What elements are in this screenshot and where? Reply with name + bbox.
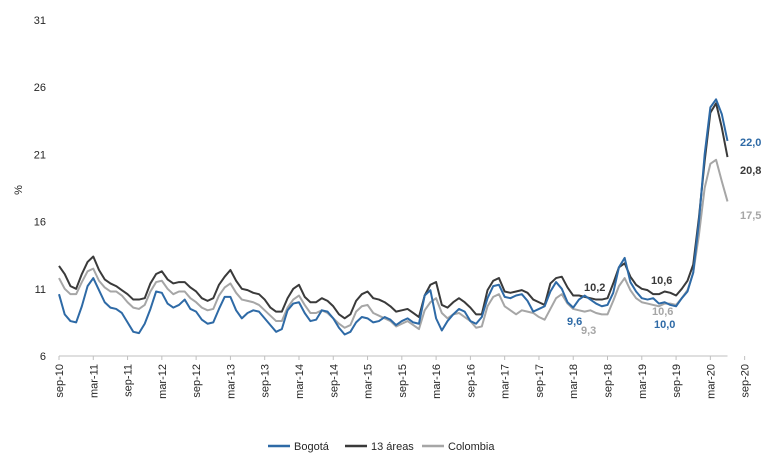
x-tick-label: mar-19: [637, 364, 649, 399]
y-axis-label: %: [13, 185, 25, 195]
annotation-label: 10,6: [651, 275, 672, 287]
legend-label: Bogotá: [294, 441, 330, 453]
x-tick-label: sep-17: [534, 364, 546, 398]
annotation-label: 9,3: [581, 325, 596, 337]
legend: Bogotá 13 áreas Colombia: [268, 441, 495, 453]
x-tick-label: sep-15: [397, 364, 409, 398]
annotation-label: 10,2: [584, 282, 605, 294]
annotation-label: 10,6: [652, 306, 673, 318]
x-tick-label: mar-17: [500, 364, 512, 399]
x-tick-label: mar-15: [363, 364, 375, 399]
x-tick-label: mar-12: [157, 364, 169, 399]
annotation-label: 9,6: [567, 316, 582, 328]
x-tick-label: mar-14: [294, 364, 306, 399]
y-tick-label: 11: [35, 284, 46, 296]
series-line-colombia: [58, 158, 729, 331]
end-value-label: 20,8: [740, 165, 761, 177]
legend-label: 13 áreas: [371, 441, 414, 453]
x-tick-label: mar-16: [431, 364, 443, 399]
x-tick-label: sep-10: [54, 364, 66, 398]
y-tick-label: 26: [34, 82, 46, 94]
legend-item: 13 áreas: [345, 441, 414, 453]
x-tick-label: mar-18: [568, 364, 580, 399]
legend-item: Colombia: [422, 441, 495, 453]
y-axis: 31 26 21 16 11 6: [34, 15, 46, 363]
x-tick-label: sep-16: [465, 364, 477, 398]
x-tick-label: mar-13: [225, 364, 237, 399]
series-layer: [58, 98, 729, 336]
x-tick-label: sep-11: [123, 364, 135, 397]
legend-label: Colombia: [448, 441, 495, 453]
x-axis: sep-10 mar-11 sep-11 mar-12 sep-12 mar-13 sep-…: [54, 355, 752, 399]
end-value-label: 22,0: [740, 137, 761, 149]
x-tick-label: sep-18: [603, 364, 615, 398]
end-value-label: 17,5: [740, 210, 761, 222]
y-tick-label: 31: [34, 15, 46, 27]
y-tick-label: 6: [40, 351, 46, 363]
x-tick-label: mar-20: [705, 364, 717, 399]
x-tick-label: sep-12: [191, 364, 203, 398]
series-line-13-áreas: [58, 102, 729, 320]
y-tick-label: 21: [34, 149, 46, 161]
series-line-bogotá: [58, 98, 729, 336]
x-tick-label: sep-20: [740, 364, 752, 398]
data-labels: 22,0 20,8 17,5 9,6 10,0 10,2 10,6 9,3 10,6: [567, 137, 761, 337]
x-tick-label: sep-14: [328, 364, 340, 398]
x-tick-label: mar-11: [88, 364, 100, 398]
y-tick-label: 16: [34, 217, 46, 229]
annotation-label: 10,0: [654, 319, 675, 331]
x-tick-label: sep-19: [671, 364, 683, 398]
x-tick-label: sep-13: [260, 364, 272, 398]
legend-item: Bogotá: [268, 441, 330, 453]
